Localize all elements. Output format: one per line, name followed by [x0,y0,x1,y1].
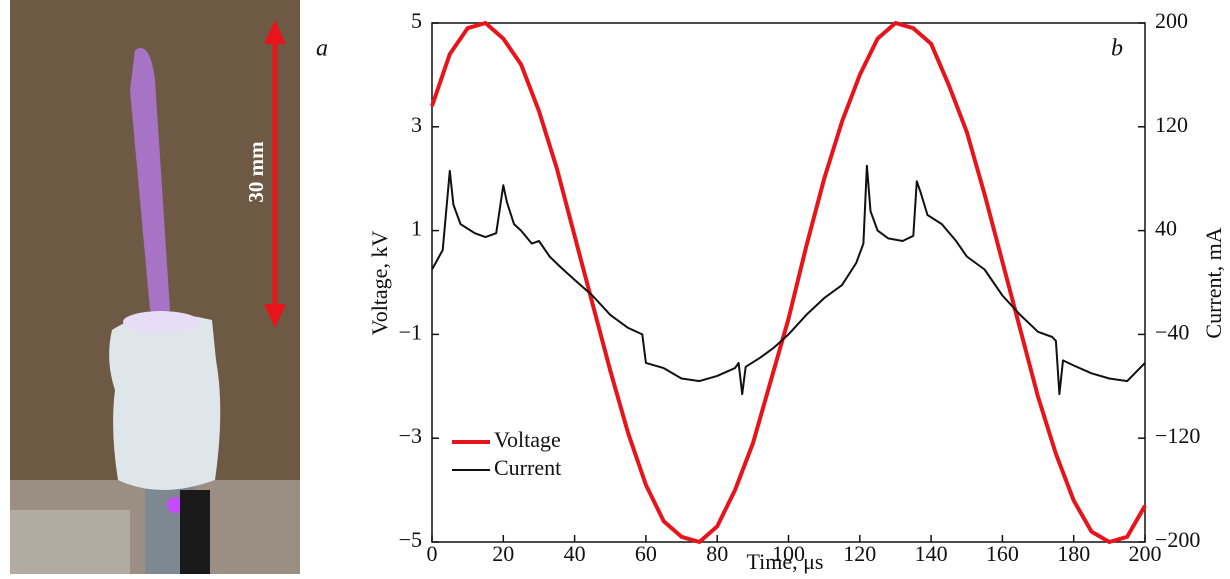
plasma-plume [130,48,170,315]
y-tick-label: −3 [399,423,422,448]
x-tick-label: 40 [564,541,586,566]
arrow-head [264,20,286,44]
x-tick-label: 120 [843,541,876,566]
y-tick-label: −1 [399,319,422,344]
legend-label: Current [494,455,561,480]
panel-label: a [316,36,328,62]
panel-label: b [1111,36,1123,62]
series-line [431,164,1146,396]
x-tick-label: 60 [635,541,657,566]
scale-label: 30 mm [244,141,268,203]
y2-tick-label: −200 [1155,527,1200,552]
cable [180,490,210,574]
nozzle [123,311,199,333]
tape [109,314,221,490]
y2-tick-label: 40 [1155,216,1177,241]
y-tick-label: 1 [411,216,422,241]
y-tick-label: 3 [411,112,422,137]
board-light [10,510,130,574]
y2-axis-label: Current, mA [1201,227,1226,338]
y-tick-label: −5 [399,527,422,552]
x-tick-label: 0 [427,541,438,566]
x-tick-label: 200 [1129,541,1162,566]
x-tick-label: 180 [1057,541,1090,566]
x-tick-label: 20 [492,541,514,566]
arrow-head [264,304,286,328]
discharge-glow [167,497,183,513]
y-tick-label: 5 [411,8,422,33]
y-axis-label: Voltage, kV [367,231,392,336]
y2-tick-label: −40 [1155,319,1189,344]
legend-label: Voltage [494,427,561,452]
series-line [430,21,1147,544]
photo: 30 mm a [10,0,328,574]
x-axis-label: Time, μs [746,549,823,574]
y2-tick-label: 120 [1155,112,1188,137]
x-tick-label: 140 [915,541,948,566]
y2-tick-label: 200 [1155,8,1188,33]
x-tick-label: 160 [986,541,1019,566]
x-tick-label: 80 [706,541,728,566]
y2-tick-label: −120 [1155,423,1200,448]
x-tick-label: 100 [772,541,805,566]
